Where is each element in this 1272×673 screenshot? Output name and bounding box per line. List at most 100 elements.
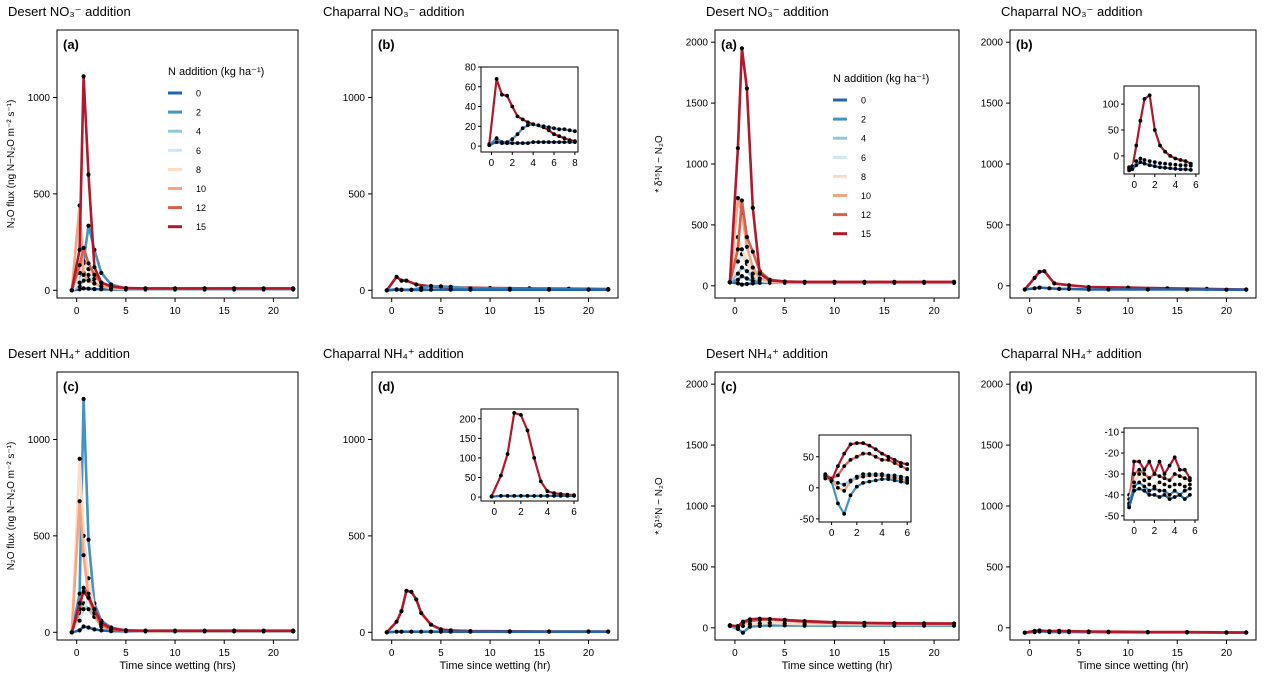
inset-data-point — [1182, 497, 1187, 501]
inset-data-point — [512, 494, 517, 498]
data-point — [99, 270, 104, 275]
inset-data-point — [500, 141, 504, 146]
inset-data-point — [573, 140, 577, 145]
y-tick-label: 500 — [691, 220, 708, 231]
plot-frame — [371, 29, 619, 299]
data-point — [81, 278, 86, 283]
series-line-2 — [70, 397, 295, 634]
inset-data-point — [1142, 478, 1147, 483]
inset-x-tick-label: 2 — [1152, 526, 1158, 537]
data-point — [384, 288, 389, 293]
data-point — [1037, 628, 1042, 633]
x-tick-label: 15 — [1172, 648, 1184, 659]
data-point — [419, 287, 424, 292]
inset-data-point — [1147, 488, 1152, 493]
data-point — [86, 278, 91, 283]
inset-data-point — [531, 140, 536, 145]
x-tick-label: 10 — [1123, 306, 1135, 317]
data-point — [414, 282, 419, 287]
data-point — [428, 283, 434, 289]
data-point — [750, 249, 755, 254]
data-point — [1032, 628, 1037, 634]
inset-data-point — [905, 476, 910, 480]
x-tick-label: 0 — [74, 306, 80, 317]
legend-label: 15 — [861, 229, 871, 239]
inset-data-point — [1188, 482, 1192, 487]
data-point — [862, 620, 867, 626]
y-axis-title: N₂O flux (ng N−N₂O m⁻² s⁻¹) — [6, 442, 17, 571]
y-tick-label: 500 — [348, 531, 365, 542]
data-point — [507, 629, 512, 634]
data-point — [291, 286, 296, 291]
plot-frame — [371, 371, 619, 641]
inset-data-point — [1142, 472, 1147, 476]
x-axis-title: Time since wetting (hr) — [440, 660, 551, 672]
inset-data-point — [1132, 488, 1136, 493]
x-tick-label: 10 — [485, 648, 497, 659]
inset-data-point — [1177, 474, 1182, 478]
inset-data-point — [880, 477, 884, 481]
y-tick-label: 1500 — [686, 441, 709, 452]
inset-data-point — [1182, 488, 1187, 493]
inset-y-tick-label: 0 — [470, 493, 476, 504]
inset-data-point — [1142, 488, 1147, 493]
data-point — [99, 284, 104, 289]
series-line-10 — [728, 196, 956, 284]
inset-data-point — [1134, 159, 1139, 164]
data-point — [1052, 281, 1057, 286]
inset-data-point — [515, 141, 520, 146]
inset-x-tick-label: 0 — [829, 528, 835, 539]
inset-data-point — [836, 464, 840, 468]
inset-data-point — [505, 141, 509, 146]
data-point — [586, 629, 591, 634]
inset-data-point — [842, 464, 847, 468]
legend-title: N addition (kg ha⁻¹) — [833, 73, 929, 85]
data-point — [1057, 286, 1062, 291]
inset-data-point — [520, 117, 525, 122]
inset-data-point — [1188, 478, 1192, 483]
data-point — [468, 287, 473, 292]
x-tick-label: 5 — [438, 306, 444, 317]
inset-data-point — [1137, 480, 1142, 485]
data-point — [735, 146, 741, 151]
inset: -50 0 50 0 2 4 6 — [800, 434, 912, 539]
inset-y-tick-label: 50 — [465, 473, 477, 484]
data-point — [744, 269, 750, 274]
inset-x-tick-label: 4 — [879, 528, 885, 539]
inset-data-point — [1177, 467, 1182, 472]
inset-data-point — [500, 92, 504, 97]
panel-iso-chaparral-nh4: Chaparral NH₄⁺ addition(d)05001000150020… — [981, 346, 1257, 672]
inset-data-point — [572, 494, 576, 498]
inset-data-point — [1182, 484, 1187, 489]
inset-data-point — [557, 134, 562, 139]
legend-title: N addition (kg ha⁻¹) — [168, 66, 264, 78]
data-point — [86, 272, 91, 277]
x-tick-label: 5 — [123, 648, 129, 659]
inset-data-point — [1167, 484, 1172, 489]
inset-data-point — [1173, 162, 1178, 167]
inset-y-tick-label: 150 — [459, 434, 476, 445]
data-point — [735, 271, 741, 276]
inset-data-point — [867, 443, 872, 448]
y-axis-title: * δ¹⁵N − N₂O — [654, 135, 665, 192]
inset-data-point — [1162, 472, 1167, 476]
data-point — [92, 627, 97, 632]
series-line-15 — [70, 590, 295, 634]
data-point — [586, 287, 591, 292]
data-point — [739, 274, 745, 279]
data-point — [832, 279, 837, 284]
data-point — [892, 621, 897, 626]
x-tick-label: 0 — [389, 648, 395, 659]
x-tick-label: 15 — [879, 648, 891, 659]
y-tick-label: 0 — [359, 286, 365, 297]
x-tick-label: 5 — [782, 306, 788, 317]
legend: N addition (kg ha⁻¹) 0 2 4 6 8 10 12 15 — [168, 66, 264, 232]
inset-data-point — [552, 126, 556, 131]
data-point — [1185, 630, 1190, 635]
data-point — [77, 280, 82, 285]
inset-data-point — [842, 489, 847, 493]
inset-data-point — [567, 128, 572, 133]
data-point — [747, 622, 753, 627]
inset-data-point — [886, 454, 891, 459]
inset-data-point — [1142, 97, 1147, 101]
